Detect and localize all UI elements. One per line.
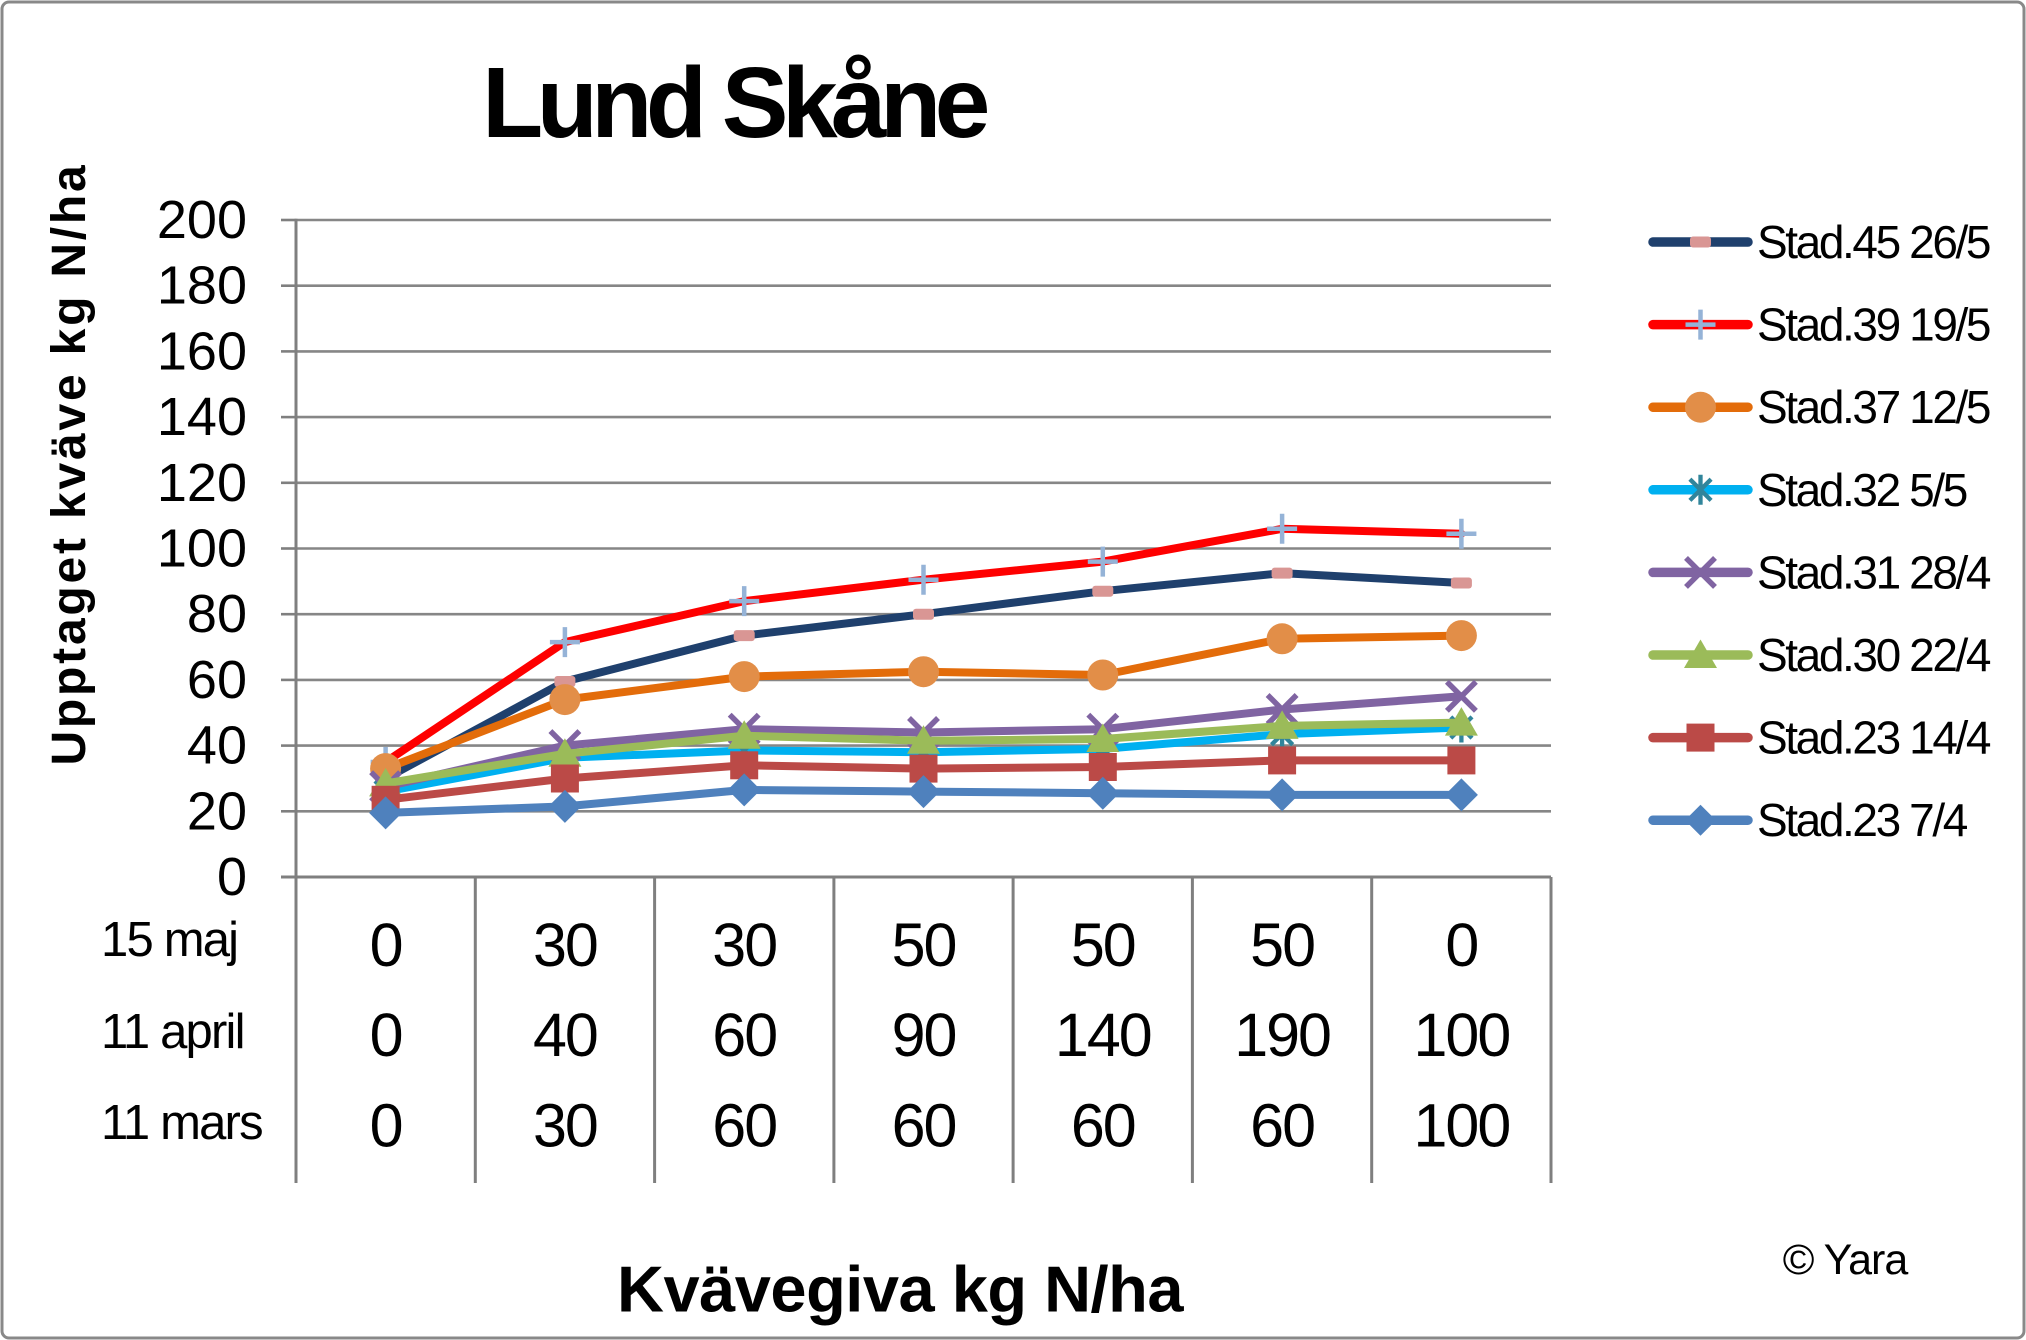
svg-text:120: 120 (157, 453, 247, 513)
svg-text:Kvävegiva kg N/ha: Kvävegiva kg N/ha (617, 1253, 1184, 1326)
svg-text:60: 60 (712, 1001, 776, 1069)
svg-text:50: 50 (892, 911, 956, 979)
svg-text:80: 80 (187, 584, 247, 644)
svg-text:15 maj: 15 maj (101, 913, 237, 967)
svg-text:0: 0 (1445, 911, 1477, 979)
svg-text:100: 100 (1414, 1092, 1510, 1160)
svg-text:100: 100 (157, 519, 247, 579)
svg-text:30: 30 (533, 1092, 597, 1160)
svg-text:0: 0 (370, 1001, 402, 1069)
svg-text:Stad.30 22/4: Stad.30 22/4 (1757, 629, 1991, 681)
svg-text:11 april: 11 april (101, 1005, 244, 1059)
svg-text:60: 60 (1250, 1092, 1314, 1160)
svg-text:0: 0 (217, 847, 247, 907)
svg-text:60: 60 (187, 650, 247, 710)
svg-text:60: 60 (712, 1092, 776, 1160)
svg-text:Stad.39 19/5: Stad.39 19/5 (1757, 299, 1990, 351)
svg-text:Upptaget kväve kg N/ha: Upptaget kväve kg N/ha (43, 162, 96, 765)
svg-text:© Yara: © Yara (1783, 1236, 1909, 1284)
svg-text:180: 180 (157, 256, 247, 316)
svg-text:160: 160 (157, 321, 247, 381)
svg-text:Stad.23 14/4: Stad.23 14/4 (1757, 712, 1991, 764)
svg-text:Stad.45 26/5: Stad.45 26/5 (1757, 216, 1990, 268)
svg-text:200: 200 (157, 190, 247, 250)
svg-text:0: 0 (370, 1092, 402, 1160)
svg-text:11 mars: 11 mars (101, 1096, 262, 1150)
svg-text:Stad.37 12/5: Stad.37 12/5 (1757, 381, 1990, 433)
svg-text:190: 190 (1234, 1001, 1330, 1069)
svg-text:0: 0 (370, 911, 402, 979)
svg-text:Stad.31 28/4: Stad.31 28/4 (1757, 546, 1991, 598)
svg-text:30: 30 (533, 911, 597, 979)
svg-text:Stad.23 7/4: Stad.23 7/4 (1757, 794, 1968, 846)
svg-text:50: 50 (1250, 911, 1314, 979)
svg-text:40: 40 (533, 1001, 597, 1069)
svg-text:40: 40 (187, 716, 247, 776)
svg-text:90: 90 (892, 1001, 956, 1069)
svg-text:140: 140 (1055, 1001, 1151, 1069)
svg-text:50: 50 (1071, 911, 1135, 979)
svg-text:Lund Skåne: Lund Skåne (482, 47, 988, 159)
svg-text:Stad.32 5/5: Stad.32 5/5 (1757, 464, 1967, 516)
svg-text:100: 100 (1414, 1001, 1510, 1069)
svg-text:140: 140 (157, 387, 247, 447)
svg-text:60: 60 (1071, 1092, 1135, 1160)
svg-text:20: 20 (187, 781, 247, 841)
svg-text:60: 60 (892, 1092, 956, 1160)
svg-text:30: 30 (712, 911, 776, 979)
